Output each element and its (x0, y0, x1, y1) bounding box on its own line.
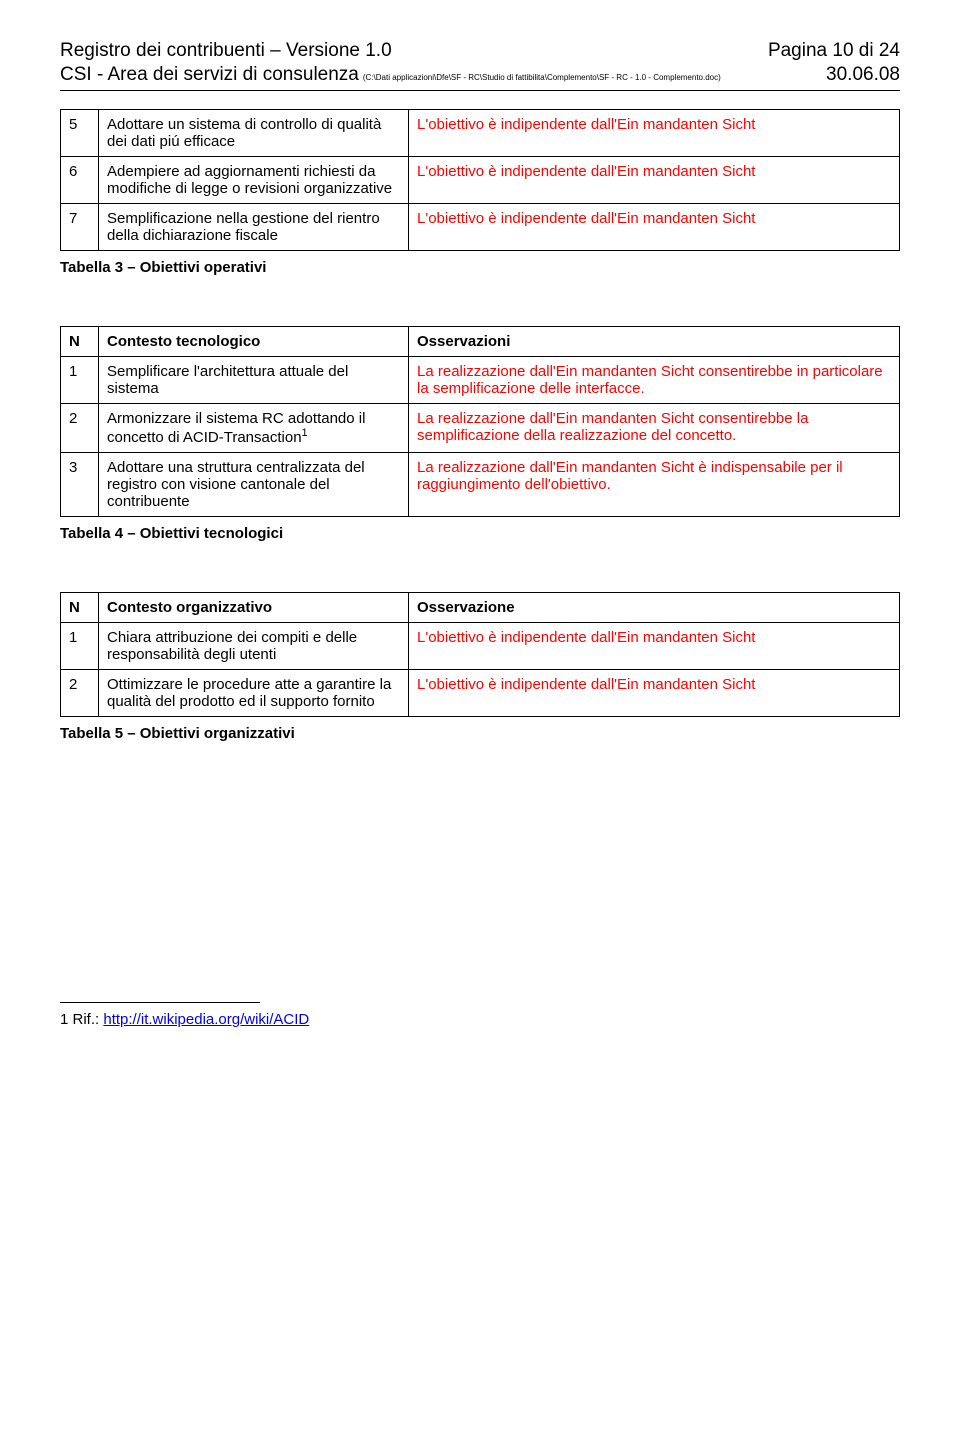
doc-date: 30.06.08 (826, 64, 900, 86)
table-row: 1 Semplificare l'architettura attuale de… (61, 357, 900, 404)
table-4: N Contesto tecnologico Osservazioni 1 Se… (60, 326, 900, 517)
cell-n: 1 (61, 357, 99, 404)
table-row: 2 Ottimizzare le procedure atte a garant… (61, 670, 900, 717)
cell-right: La realizzazione dall'Ein mandanten Sich… (409, 404, 900, 453)
cell-left: Semplificazione nella gestione del rient… (99, 204, 409, 251)
header-left: Contesto tecnologico (99, 327, 409, 357)
cell-right: L'obiettivo è indipendente dall'Ein mand… (409, 110, 900, 157)
cell-right: La realizzazione dall'Ein mandanten Sich… (409, 453, 900, 517)
footnote: 1 Rif.: http://it.wikipedia.org/wiki/ACI… (60, 1011, 900, 1028)
cell-n: 5 (61, 110, 99, 157)
footnote-link[interactable]: http://it.wikipedia.org/wiki/ACID (103, 1011, 309, 1028)
header-right: Osservazioni (409, 327, 900, 357)
header-n: N (61, 327, 99, 357)
table-3: 5 Adottare un sistema di controllo di qu… (60, 109, 900, 251)
footnote-divider (60, 1002, 260, 1003)
cell-left: Adottare una struttura centralizzata del… (99, 453, 409, 517)
table-5: N Contesto organizzativo Osservazione 1 … (60, 592, 900, 717)
cell-right: La realizzazione dall'Ein mandanten Sich… (409, 357, 900, 404)
cell-n: 1 (61, 623, 99, 670)
table-row: 6 Adempiere ad aggiornamenti richiesti d… (61, 157, 900, 204)
cell-left-text: Armonizzare il sistema RC adottando il c… (107, 410, 365, 446)
table-row: 1 Chiara attribuzione dei compiti e dell… (61, 623, 900, 670)
cell-left: Armonizzare il sistema RC adottando il c… (99, 404, 409, 453)
cell-n: 2 (61, 404, 99, 453)
table-row: 2 Armonizzare il sistema RC adottando il… (61, 404, 900, 453)
header-left: Contesto organizzativo (99, 593, 409, 623)
footnote-ref: 1 (302, 427, 308, 439)
table-4-caption: Tabella 4 – Obiettivi tecnologici (60, 525, 900, 542)
cell-right: L'obiettivo è indipendente dall'Ein mand… (409, 623, 900, 670)
cell-left: Semplificare l'architettura attuale del … (99, 357, 409, 404)
cell-left: Ottimizzare le procedure atte a garantir… (99, 670, 409, 717)
cell-left: Adottare un sistema di controllo di qual… (99, 110, 409, 157)
table-row: 3 Adottare una struttura centralizzata d… (61, 453, 900, 517)
page-number: Pagina 10 di 24 (768, 40, 900, 62)
cell-n: 2 (61, 670, 99, 717)
table-header-row: N Contesto organizzativo Osservazione (61, 593, 900, 623)
table-header-row: N Contesto tecnologico Osservazioni (61, 327, 900, 357)
header-divider (60, 90, 900, 91)
cell-right: L'obiettivo è indipendente dall'Ein mand… (409, 670, 900, 717)
table-row: 7 Semplificazione nella gestione del rie… (61, 204, 900, 251)
cell-left: Adempiere ad aggiornamenti richiesti da … (99, 157, 409, 204)
table-5-caption: Tabella 5 – Obiettivi organizzativi (60, 725, 900, 742)
doc-subtitle: CSI - Area dei servizi di consulenza (60, 64, 359, 86)
cell-left: Chiara attribuzione dei compiti e delle … (99, 623, 409, 670)
cell-n: 3 (61, 453, 99, 517)
doc-title: Registro dei contribuenti – Versione 1.0 (60, 40, 392, 62)
cell-n: 6 (61, 157, 99, 204)
doc-path: (C:\Dati applicazioni\Dfe\SF - RC\Studio… (363, 73, 721, 82)
header-right: Osservazione (409, 593, 900, 623)
table-3-caption: Tabella 3 – Obiettivi operativi (60, 259, 900, 276)
header-n: N (61, 593, 99, 623)
table-row: 5 Adottare un sistema di controllo di qu… (61, 110, 900, 157)
footnote-prefix: Rif.: (68, 1011, 103, 1028)
cell-n: 7 (61, 204, 99, 251)
cell-right: L'obiettivo è indipendente dall'Ein mand… (409, 157, 900, 204)
cell-right: L'obiettivo è indipendente dall'Ein mand… (409, 204, 900, 251)
